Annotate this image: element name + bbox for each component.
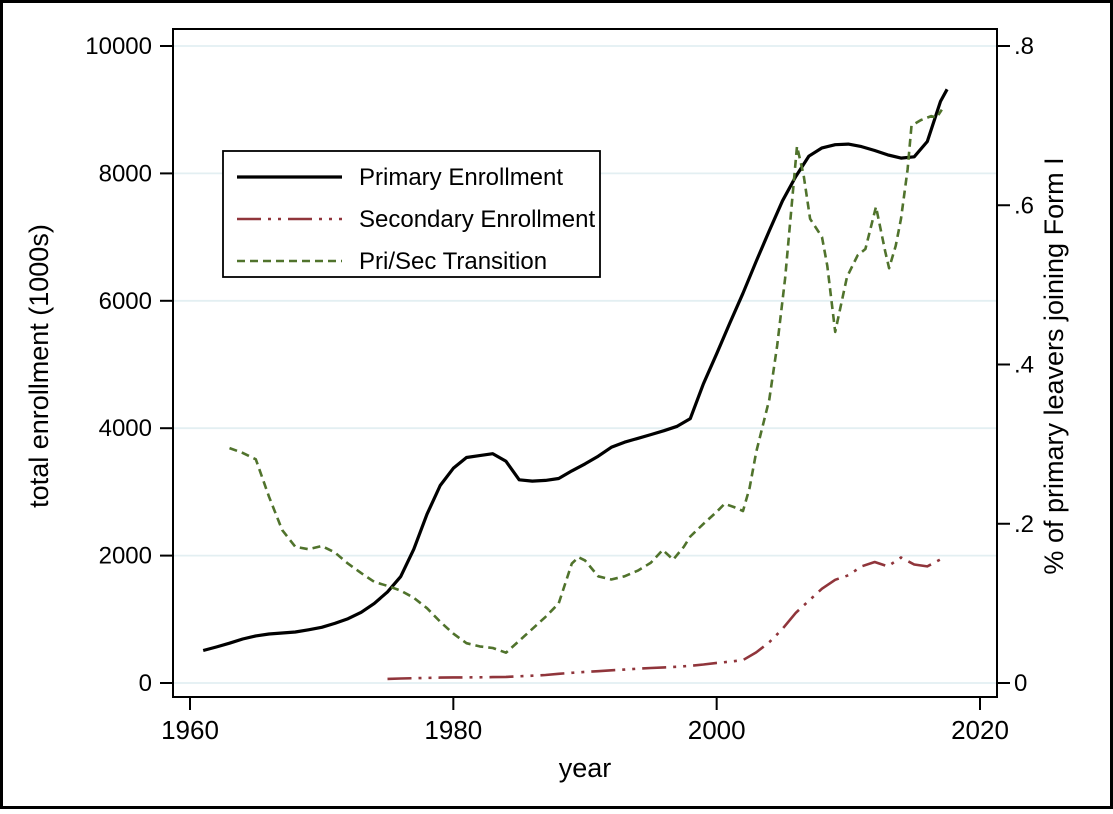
- y-right-tick-label: .6: [1014, 192, 1034, 219]
- series-primary-enrollment: [202, 88, 949, 653]
- legend-label: Secondary Enrollment: [359, 206, 595, 233]
- y-left-tick-label: 4000: [99, 415, 152, 442]
- y-left-tick-label: 0: [139, 670, 152, 697]
- y-left-tick-label: 8000: [99, 160, 152, 187]
- x-tick-label: 2020: [951, 715, 1009, 745]
- series-pri-sec-transition: [229, 108, 943, 654]
- x-tick-label: 2000: [688, 715, 746, 745]
- y-left-tick-label: 10000: [85, 33, 152, 60]
- x-tick-label: 1980: [424, 715, 482, 745]
- y-left-tick-label: 6000: [99, 288, 152, 315]
- series-secondary-enrollment: [387, 556, 942, 681]
- y-right-tick-label: .8: [1014, 33, 1034, 60]
- plot-border: [172, 28, 998, 698]
- legend-box: [222, 150, 601, 278]
- x-axis-title: year: [559, 753, 612, 783]
- y-right-tick-label: .4: [1014, 352, 1034, 379]
- x-tick-label: 1960: [161, 715, 219, 745]
- y-right-tick-label: .2: [1014, 511, 1034, 538]
- y-left-axis-title: total enrollment (1000s): [24, 224, 54, 508]
- y-left-tick-label: 2000: [99, 543, 152, 570]
- y-right-tick-label: 0: [1014, 670, 1027, 697]
- legend-label: Pri/Sec Transition: [359, 248, 547, 275]
- y-right-axis-title: % of primary leavers joining Form I: [1039, 157, 1069, 574]
- legend-label: Primary Enrollment: [359, 164, 563, 191]
